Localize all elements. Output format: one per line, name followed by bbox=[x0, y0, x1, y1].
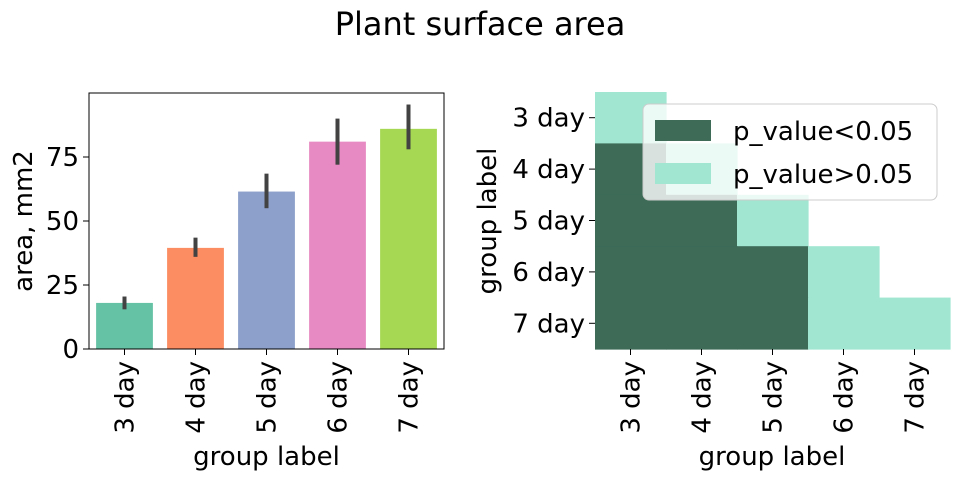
heatmap-cell bbox=[595, 246, 667, 299]
legend-frame bbox=[642, 103, 938, 201]
x-tick-label: 5 day bbox=[759, 361, 789, 434]
x-tick-label: 5 day bbox=[253, 361, 283, 434]
bar bbox=[309, 141, 366, 349]
legend-label-significant: p_value<0.05 bbox=[733, 117, 913, 147]
bar bbox=[96, 302, 153, 349]
x-tick-label: 7 day bbox=[901, 361, 931, 434]
y-tick-label: 75 bbox=[46, 143, 79, 173]
heatmap-chart: 3 day 4 day 5 day 6 day 7 day 3 day 4 day 5 da… bbox=[473, 92, 951, 472]
x-tick-label: 4 day bbox=[688, 361, 718, 434]
legend-swatch-significant bbox=[655, 120, 711, 141]
y-tick-label: 7 day bbox=[512, 309, 585, 339]
x-tick-label: 6 day bbox=[324, 361, 354, 434]
heatmap-y-axis-label: group label bbox=[473, 148, 503, 295]
y-tick-label: 4 day bbox=[512, 155, 585, 185]
heatmap-y-ticks: 3 day 4 day 5 day 6 day 7 day bbox=[512, 104, 595, 339]
bar-chart: 0 25 50 75 3 day 4 day 5 day 6 day 7 day group … bbox=[9, 92, 445, 472]
bar bbox=[167, 247, 224, 349]
heatmap-cell bbox=[595, 297, 667, 350]
heatmap-cell bbox=[595, 194, 667, 247]
heatmap-cell bbox=[666, 297, 738, 350]
heatmap-cell bbox=[808, 297, 880, 350]
y-tick-label: 50 bbox=[46, 207, 79, 237]
heatmap-cell bbox=[666, 246, 738, 299]
heatmap-cell bbox=[808, 246, 880, 299]
x-tick-label: 7 day bbox=[395, 361, 425, 434]
heatmap-x-axis-label: group label bbox=[699, 442, 846, 472]
heatmap-cell bbox=[737, 246, 809, 299]
heatmap-cell bbox=[666, 194, 738, 247]
figure-title: Plant surface area bbox=[335, 5, 626, 43]
heatmap-cell bbox=[737, 194, 809, 247]
bar-x-axis-label: group label bbox=[193, 442, 340, 472]
bar-marks bbox=[96, 104, 437, 349]
x-tick-label: 3 day bbox=[111, 361, 141, 434]
bar bbox=[238, 191, 295, 349]
legend-swatch-not-significant bbox=[655, 163, 711, 184]
heatmap-cell bbox=[879, 297, 951, 350]
bar bbox=[380, 128, 437, 349]
heatmap-cell bbox=[737, 297, 809, 350]
x-tick-label: 4 day bbox=[182, 361, 212, 434]
legend-label-not-significant: p_value>0.05 bbox=[733, 160, 913, 190]
bar-x-ticks: 3 day 4 day 5 day 6 day 7 day bbox=[111, 349, 425, 434]
x-tick-label: 3 day bbox=[617, 361, 647, 434]
heatmap-legend: p_value<0.05 p_value>0.05 bbox=[642, 103, 938, 201]
bar-y-axis-label: area, mm2 bbox=[9, 150, 39, 292]
bar-y-ticks: 0 25 50 75 bbox=[46, 143, 89, 365]
y-tick-label: 6 day bbox=[512, 258, 585, 288]
x-tick-label: 6 day bbox=[830, 361, 860, 434]
heatmap-x-ticks: 3 day 4 day 5 day 6 day 7 day bbox=[617, 349, 931, 434]
y-tick-label: 25 bbox=[46, 271, 79, 301]
y-tick-label: 0 bbox=[62, 335, 79, 365]
y-tick-label: 5 day bbox=[512, 207, 585, 237]
y-tick-label: 3 day bbox=[512, 104, 585, 134]
